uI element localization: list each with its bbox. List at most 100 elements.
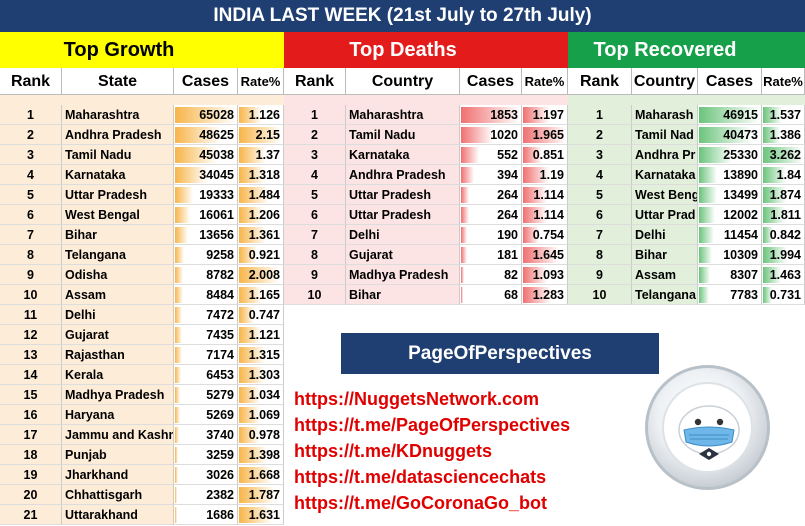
recovered-cell-name: Karnataka	[632, 165, 698, 185]
growth-rate-text: 1.361	[248, 228, 280, 242]
link-page-of-perspectives[interactable]: https://t.me/PageOfPerspectives	[294, 415, 571, 435]
link-datasciencechats[interactable]: https://t.me/datasciencechats	[294, 467, 547, 487]
deaths-rate-text: 0.851	[532, 148, 564, 162]
growth-rank-text: 7	[27, 228, 34, 242]
deaths-cell-cases: 1853	[460, 105, 522, 125]
growth-cell-name: Madhya Pradesh	[62, 385, 174, 405]
recovered-cell-name: Bihar	[632, 245, 698, 265]
growth-cell-cases: 48625	[174, 125, 238, 145]
growth-header: Top Growth	[0, 32, 238, 68]
growth-cases-text: 45038	[199, 148, 234, 162]
deaths-cases-bar	[461, 247, 467, 263]
link-gocoronago-bot[interactable]: https://t.me/GoCoronaGo_bot	[294, 493, 547, 513]
growth-cases-bar	[175, 407, 180, 423]
growth-rank-text: 13	[23, 348, 38, 362]
growth-cases-text: 3026	[206, 468, 234, 482]
deaths-cell-name: Uttar Pradesh	[346, 185, 460, 205]
deaths-header-spacer	[522, 32, 568, 68]
growth-rate-text: 1.069	[248, 408, 280, 422]
growth-table-row: 3 Tamil Nadu 45038 1.37	[0, 145, 805, 165]
growth-rate-bar	[239, 467, 273, 483]
growth-cell-cases: 1686	[174, 505, 238, 525]
growth-cell-name: Maharashtra	[62, 105, 174, 125]
recovered-cell-name: West Beng	[632, 185, 698, 205]
growth-cell-rate: 1.315	[238, 345, 284, 365]
deaths-rate-text: 0.754	[532, 228, 564, 242]
recovered-rate-text: 1.463	[769, 268, 801, 282]
growth-cell-name: Odisha	[62, 265, 174, 285]
growth-col-header-2: Cases	[174, 68, 238, 95]
growth-rate-bar	[239, 487, 275, 503]
growth-cases-bar	[175, 147, 218, 163]
growth-cell-cases: 65028	[174, 105, 238, 125]
growth-cell-name: Telangana	[62, 245, 174, 265]
growth-cell-cases: 5279	[174, 385, 238, 405]
growth-rate-text: 0.921	[248, 248, 280, 262]
growth-cell-name: Uttar Pradesh	[62, 185, 174, 205]
recovered-rate-bar	[763, 227, 774, 243]
growth-rate-text: 0.978	[248, 428, 280, 442]
growth-cases-text: 3259	[206, 448, 234, 462]
deaths-cell-rate: 1.114	[522, 185, 568, 205]
growth-rank-text: 9	[27, 268, 34, 282]
deaths-rate-bar	[523, 267, 547, 283]
growth-rank-text: 10	[23, 288, 38, 302]
growth-name-text: Punjab	[65, 448, 107, 462]
recovered-cell-rank: 3	[568, 145, 632, 165]
deaths-name-text: Madhya Pradesh	[349, 268, 449, 282]
deaths-cell-rank: 8	[284, 245, 346, 265]
growth-cell-rank: 19	[0, 465, 62, 485]
growth-cases-text: 48625	[199, 128, 234, 142]
deaths-name-text: Gujarat	[349, 248, 393, 262]
recovered-table-row: 2 Tamil Nad 40473 1.386	[0, 125, 805, 145]
growth-rank-text: 6	[27, 208, 34, 222]
page-title: INDIA LAST WEEK (21st July to 27th July)	[0, 0, 805, 32]
growth-cell-cases: 8484	[174, 285, 238, 305]
recovered-cell-cases: 8307	[698, 265, 762, 285]
recovered-name-text: Bihar	[635, 248, 667, 262]
recovered-rate-text: 1.874	[769, 188, 801, 202]
link-nuggets-network[interactable]: https://NuggetsNetwork.com	[294, 389, 540, 409]
recovered-cases-text: 11454	[723, 228, 758, 242]
deaths-cases-bar	[461, 207, 470, 223]
growth-name-text: Gujarat	[65, 328, 109, 342]
deaths-cell-rate: 1.114	[522, 205, 568, 225]
recovered-rate-bar	[763, 207, 786, 223]
growth-rate-bar	[239, 427, 259, 443]
growth-cell-rate: 1.787	[238, 485, 284, 505]
deaths-cell-rank: 10	[284, 285, 346, 305]
robot-with-mask-icon	[645, 365, 770, 490]
recovered-rate-bar	[763, 127, 780, 143]
deaths-rate-bar	[523, 127, 566, 143]
growth-name-text: Tamil Nadu	[65, 148, 132, 162]
recovered-rate-bar	[763, 147, 803, 163]
deaths-cell-rate: 1.645	[522, 245, 568, 265]
deaths-col-header-2: Cases	[460, 68, 522, 95]
recovered-name-text: Assam	[635, 268, 676, 282]
deaths-cell-rank: 5	[284, 185, 346, 205]
growth-cases-bar	[175, 287, 183, 303]
deaths-table-row: 9 Madhya Pradesh 82 1.093	[0, 265, 805, 285]
deaths-cell-rank: 7	[284, 225, 346, 245]
growth-cases-bar	[175, 347, 182, 363]
growth-cases-bar	[175, 467, 178, 483]
link-kdnuggets[interactable]: https://t.me/KDnuggets	[294, 441, 492, 461]
deaths-cases-text: 1020	[490, 128, 518, 142]
deaths-rank-text: 4	[311, 168, 318, 182]
deaths-table-row: 3 Karnataka 552 0.851	[0, 145, 805, 165]
deaths-table-row: 5 Uttar Pradesh 264 1.114	[0, 185, 805, 205]
growth-cell-name: West Bengal	[62, 205, 174, 225]
growth-rank-text: 20	[23, 488, 38, 502]
growth-cell-rate: 1.668	[238, 465, 284, 485]
growth-cases-text: 7174	[206, 348, 234, 362]
deaths-rank-text: 5	[311, 188, 318, 202]
recovered-cell-rate: 0.731	[762, 285, 805, 305]
recovered-rank-text: 9	[596, 268, 603, 282]
growth-cell-rate: 1.303	[238, 365, 284, 385]
recovered-table-row: 3 Andhra Pr 25330 3.262	[0, 145, 805, 165]
deaths-name-text: Karnataka	[349, 148, 410, 162]
deaths-col-header-0: Rank	[284, 68, 346, 95]
deaths-col-header-3: Rate%	[522, 68, 568, 95]
growth-rate-text: 2.15	[255, 128, 280, 142]
recovered-cases-bar	[699, 227, 714, 243]
